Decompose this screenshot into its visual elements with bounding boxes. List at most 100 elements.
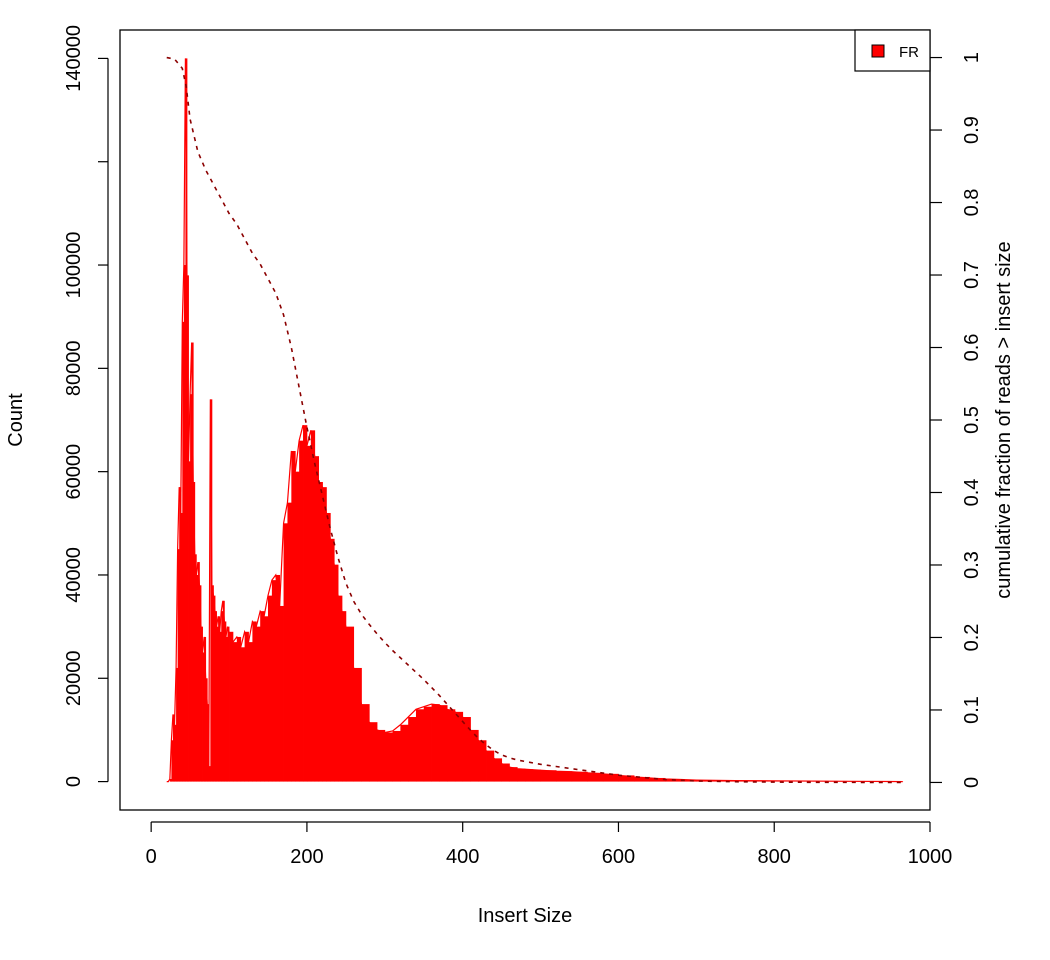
y2-axis-title: cumulative fraction of reads > insert si…	[993, 241, 1015, 598]
histogram-bar	[248, 642, 253, 782]
histogram-bar	[310, 430, 316, 782]
histogram-bar	[215, 611, 217, 782]
histogram-bar	[208, 766, 211, 782]
histogram-bar	[314, 456, 320, 782]
histogram-bar	[306, 445, 312, 782]
histogram-bar	[229, 631, 234, 782]
histogram-bar	[177, 549, 180, 782]
histogram-bar	[190, 394, 193, 782]
legend-label-fr: FR	[899, 44, 919, 61]
histogram-bar	[509, 767, 518, 782]
histogram-bar	[264, 616, 269, 782]
histogram-bar	[299, 440, 304, 782]
histogram-bar	[210, 399, 213, 782]
histogram-bar	[400, 724, 409, 782]
histogram-bar	[525, 769, 534, 782]
histogram-bar	[227, 626, 230, 782]
histogram-bar	[183, 265, 186, 782]
histogram-bar	[587, 772, 604, 782]
histogram-bar	[649, 777, 666, 782]
histogram-bar	[236, 636, 242, 782]
histogram-bar	[287, 502, 292, 782]
histogram-bar	[680, 779, 697, 782]
histogram-bar	[618, 775, 635, 782]
histogram-bar	[556, 771, 573, 782]
y2-tick-label: 0.9	[961, 116, 983, 144]
histogram-bar	[194, 554, 197, 782]
histogram-bar	[303, 425, 308, 782]
histogram-bar	[267, 595, 273, 782]
y2-tick-label: 0.5	[961, 406, 983, 434]
x-axis-title: Insert Size	[478, 905, 572, 927]
histogram-bar	[176, 667, 179, 782]
histogram-bar	[182, 321, 185, 782]
histogram-bar	[232, 642, 238, 782]
histogram-bar	[219, 631, 222, 782]
histogram-bar	[353, 667, 362, 782]
y2-tick-label: 0	[961, 777, 983, 788]
histogram-bar	[369, 722, 378, 782]
histogram-bar	[602, 773, 619, 782]
y2-tick-label: 0.2	[961, 624, 983, 652]
histogram-bar	[501, 763, 510, 782]
x-tick-label: 1000	[908, 846, 953, 868]
histogram-bar	[361, 704, 370, 782]
histogram-bar	[169, 779, 172, 782]
legend-box	[854, 29, 931, 72]
histogram-bar	[454, 711, 464, 782]
histogram-bar	[295, 471, 300, 782]
histogram-bar	[634, 776, 651, 782]
histogram-bar	[291, 450, 296, 782]
y2-tick-label: 0.7	[961, 261, 983, 289]
histogram-bar	[322, 487, 327, 782]
y2-tick-label: 0.1	[961, 696, 983, 724]
histogram-bar	[213, 595, 216, 782]
histogram-bar	[377, 729, 386, 782]
histogram-bar	[384, 732, 393, 782]
y-tick-label: 80000	[63, 341, 85, 397]
histogram-bar	[571, 771, 588, 782]
histogram-bar	[179, 487, 182, 782]
histogram-layer	[166, 58, 904, 783]
y2-tick-label: 1	[961, 52, 983, 63]
histogram-bar	[462, 717, 471, 782]
histogram-bar	[330, 538, 335, 782]
histogram-bar	[532, 769, 541, 782]
histogram-bar	[204, 636, 207, 782]
histogram-bar	[415, 709, 425, 782]
y-tick-label: 60000	[63, 444, 85, 500]
histogram-bar	[260, 611, 265, 782]
histogram-bar	[271, 580, 277, 782]
histogram-bar	[279, 605, 284, 782]
y2-tick-label: 0.6	[961, 334, 983, 362]
histogram-bar	[222, 600, 225, 782]
histogram-bar	[191, 342, 194, 782]
y-tick-label: 140000	[63, 25, 85, 92]
histogram-bar	[185, 58, 188, 782]
histogram-bar	[172, 714, 175, 782]
histogram-bar	[493, 758, 503, 782]
histogram-bar	[186, 275, 189, 782]
histogram-bar	[225, 636, 228, 782]
histogram-bar	[193, 481, 196, 782]
y-axis-left: 0 20000 40000 60000 80000 100000 140000	[63, 25, 109, 787]
y-tick-label: 0	[63, 776, 85, 787]
x-tick-label: 200	[290, 846, 323, 868]
y-axis-title: Count	[5, 393, 27, 447]
histogram-bar	[392, 730, 401, 782]
histogram-bar	[345, 626, 355, 782]
cumulative-line-layer	[166, 56, 903, 784]
histogram-bar	[211, 585, 214, 782]
histogram-bar	[334, 564, 339, 782]
histogram-bar	[326, 512, 331, 782]
histogram-bar	[218, 616, 221, 782]
histogram-bar	[240, 647, 246, 782]
histogram-bar	[341, 611, 347, 782]
histogram-bar	[470, 729, 479, 782]
histogram-bar	[283, 523, 288, 782]
histogram-bar	[197, 562, 200, 782]
x-axis: 0 200 400 600 800 1000	[146, 821, 953, 868]
histogram-bar	[196, 574, 199, 782]
histogram-bar	[439, 705, 448, 782]
histogram-bar	[174, 724, 177, 782]
